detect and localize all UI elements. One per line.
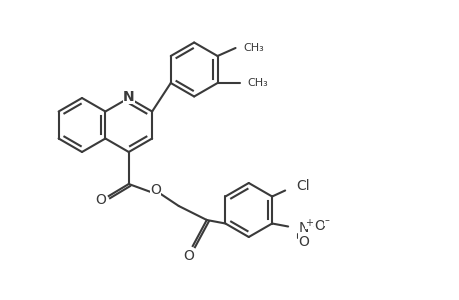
Text: Cl: Cl <box>296 179 309 194</box>
Text: O: O <box>313 220 325 233</box>
Text: O: O <box>150 183 161 197</box>
Text: O: O <box>183 249 194 263</box>
Text: –: – <box>324 215 328 226</box>
Text: N: N <box>297 221 308 236</box>
Text: O: O <box>95 193 106 207</box>
Text: N: N <box>123 90 134 104</box>
Text: CH₃: CH₃ <box>247 78 268 88</box>
Text: O: O <box>297 236 308 250</box>
Text: +: + <box>304 218 313 229</box>
Text: CH₃: CH₃ <box>243 43 264 53</box>
